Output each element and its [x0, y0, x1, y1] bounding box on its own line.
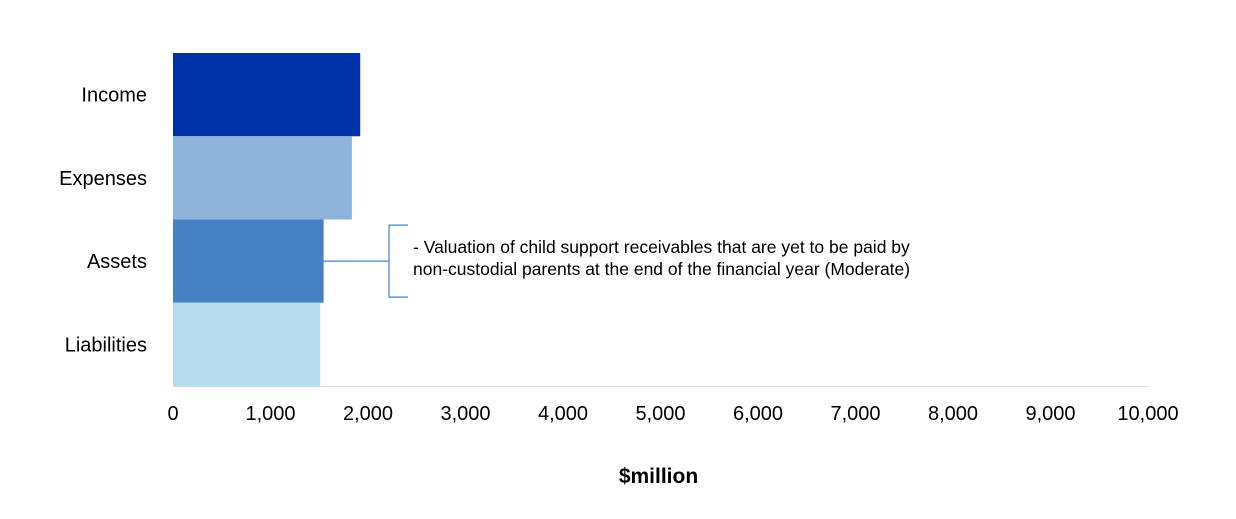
annotation-bracket	[323, 224, 408, 298]
x-tick-label: 6,000	[733, 403, 783, 425]
x-tick-label: 3,000	[440, 403, 490, 425]
x-tick-label: 7,000	[830, 403, 880, 425]
x-tick-label: 1,000	[245, 403, 295, 425]
bars-group	[173, 53, 361, 386]
bar-liabilities	[173, 302, 321, 386]
annotations-group: - Valuation of child support receivables…	[323, 224, 910, 298]
category-label-income: Income	[81, 85, 147, 107]
bar-assets	[173, 219, 324, 303]
annotation-text-line: - Valuation of child support receivables…	[413, 237, 910, 257]
x-tick-label: 2,000	[343, 403, 393, 425]
annotation-text-line: non-custodial parents at the end of the …	[413, 259, 910, 279]
x-axis-title: $million	[619, 465, 698, 488]
category-label-assets: Assets	[87, 251, 147, 273]
bar-expenses	[173, 136, 352, 220]
x-tick-labels: 0 1,000 2,000 3,000 4,000 5,000 6,000 7,000 8,00…	[167, 403, 1178, 425]
x-tick-label: 4,000	[538, 403, 588, 425]
x-tick-label: 5,000	[635, 403, 685, 425]
category-label-liabilities: Liabilities	[65, 334, 147, 356]
category-label-expenses: Expenses	[59, 168, 147, 190]
x-tick-label: 10,000	[1117, 403, 1178, 425]
x-tick-label: 9,000	[1025, 403, 1075, 425]
x-tick-label: 8,000	[928, 403, 978, 425]
category-labels: Income Expenses Assets Liabilities	[59, 85, 147, 357]
x-tick-label: 0	[167, 403, 178, 425]
bar-income	[173, 53, 361, 137]
